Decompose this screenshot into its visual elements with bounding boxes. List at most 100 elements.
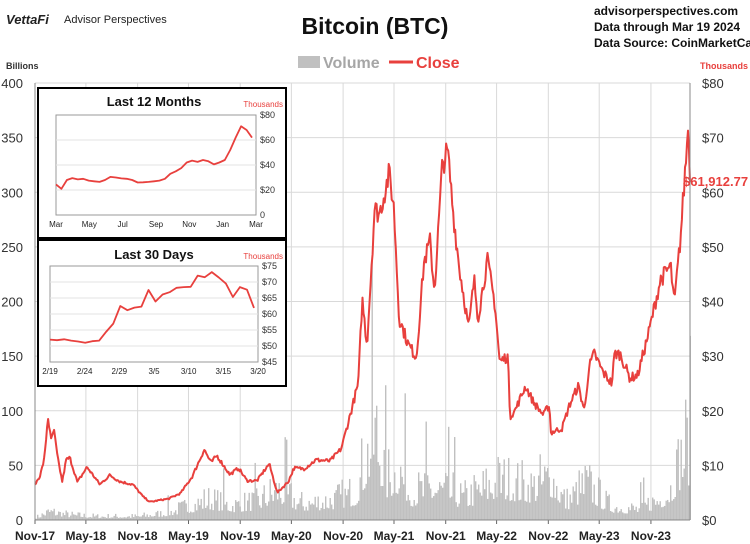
volume-bar <box>197 498 199 520</box>
volume-bar <box>323 508 325 520</box>
volume-bar <box>160 511 162 520</box>
volume-bar <box>223 468 225 520</box>
volume-bar <box>536 495 538 520</box>
volume-bar <box>70 515 72 520</box>
volume-bar <box>154 515 156 520</box>
volume-bar <box>335 490 337 520</box>
volume-bar <box>637 511 639 520</box>
volume-bar <box>577 504 579 520</box>
volume-bar <box>319 510 321 520</box>
volume-bar <box>422 496 424 520</box>
legend-volume-label: Volume <box>323 55 380 72</box>
volume-bar <box>119 517 121 520</box>
volume-bar <box>290 483 292 520</box>
volume-bar <box>61 516 63 520</box>
volume-bar <box>551 497 553 520</box>
volume-bar <box>428 483 430 520</box>
volume-bar <box>187 511 189 520</box>
volume-bar <box>400 466 402 520</box>
volume-bar <box>542 481 544 520</box>
volume-bar <box>38 517 40 520</box>
volume-bar <box>512 493 514 520</box>
volume-bar <box>488 479 490 520</box>
volume-bar <box>371 261 373 520</box>
volume-bar <box>442 487 444 520</box>
volume-bar <box>184 499 186 520</box>
volume-bar <box>140 516 142 520</box>
volume-bar <box>203 489 205 520</box>
volume-bar <box>71 511 73 520</box>
volume-bar <box>359 477 361 520</box>
volume-bar <box>53 508 55 520</box>
volume-bar <box>370 458 372 520</box>
legend-close-label: Close <box>416 55 460 72</box>
data-through: Data through Mar 19 2024 <box>594 20 740 34</box>
right-axis-unit: Thousands <box>700 61 748 71</box>
volume-bar <box>436 493 438 520</box>
volume-bar <box>619 511 621 520</box>
volume-bar <box>103 516 105 520</box>
inset-x-tick-label: Jul <box>118 220 128 229</box>
left-tick-label: 100 <box>1 404 23 419</box>
header: VettaFi Advisor Perspectives Bitcoin (BT… <box>6 4 750 50</box>
volume-bar <box>518 500 520 520</box>
volume-bar <box>572 486 574 520</box>
x-tick-label: May-21 <box>374 529 415 543</box>
volume-bar <box>479 492 481 520</box>
volume-bar <box>532 486 534 520</box>
volume-bar <box>260 507 262 520</box>
volume-bar <box>499 462 501 520</box>
volume-bar <box>538 475 540 520</box>
volume-bar <box>254 462 256 520</box>
inset-close-line <box>49 271 255 344</box>
volume-bar <box>127 516 129 520</box>
volume-bar <box>448 426 450 520</box>
volume-bar <box>295 509 297 520</box>
volume-bar <box>46 510 48 520</box>
volume-bar <box>239 506 241 520</box>
volume-bar <box>35 518 37 520</box>
volume-bar <box>298 503 300 520</box>
volume-bar <box>463 492 465 520</box>
volume-bar <box>374 417 376 520</box>
volume-bar <box>521 460 523 520</box>
volume-bar <box>173 512 175 520</box>
volume-bar <box>209 509 211 520</box>
volume-bar <box>566 488 568 520</box>
volume-bar <box>496 497 498 520</box>
volume-bar <box>322 502 324 520</box>
volume-bar <box>256 488 258 520</box>
volume-bar <box>43 514 45 520</box>
volume-bar <box>656 501 658 520</box>
volume-bar <box>365 483 367 520</box>
volume-bar <box>259 505 261 520</box>
volume-bar <box>476 489 478 520</box>
volume-bar <box>284 437 286 520</box>
inset-12-plot: 0 $20 $40 $60 $80 Mar May Jul Sep Nov Jan Mar <box>49 110 275 229</box>
inset-y-tick-label: $70 <box>262 277 277 287</box>
volume-bar <box>41 513 43 520</box>
volume-bar <box>178 502 180 520</box>
volume-bar <box>634 510 636 520</box>
volume-bar <box>179 502 181 520</box>
volume-bar <box>617 512 619 520</box>
volume-bar <box>88 517 90 520</box>
volume-bar <box>76 515 78 520</box>
x-tick-label: Nov-20 <box>323 529 363 543</box>
volume-bar <box>118 517 120 520</box>
volume-bar <box>505 499 507 520</box>
volume-bar <box>539 454 541 520</box>
volume-bar <box>598 477 600 520</box>
volume-bar <box>304 510 306 520</box>
inset-y-tick-label: $65 <box>262 293 277 303</box>
volume-bar <box>425 421 427 520</box>
volume-bar <box>643 477 645 520</box>
volume-bar <box>47 509 49 520</box>
volume-bar <box>427 475 429 520</box>
volume-bar <box>296 504 298 520</box>
volume-bar <box>494 482 496 520</box>
volume-bar <box>571 502 573 520</box>
volume-bar <box>175 510 177 520</box>
volume-bar <box>83 513 85 520</box>
volume-bar <box>565 508 567 520</box>
